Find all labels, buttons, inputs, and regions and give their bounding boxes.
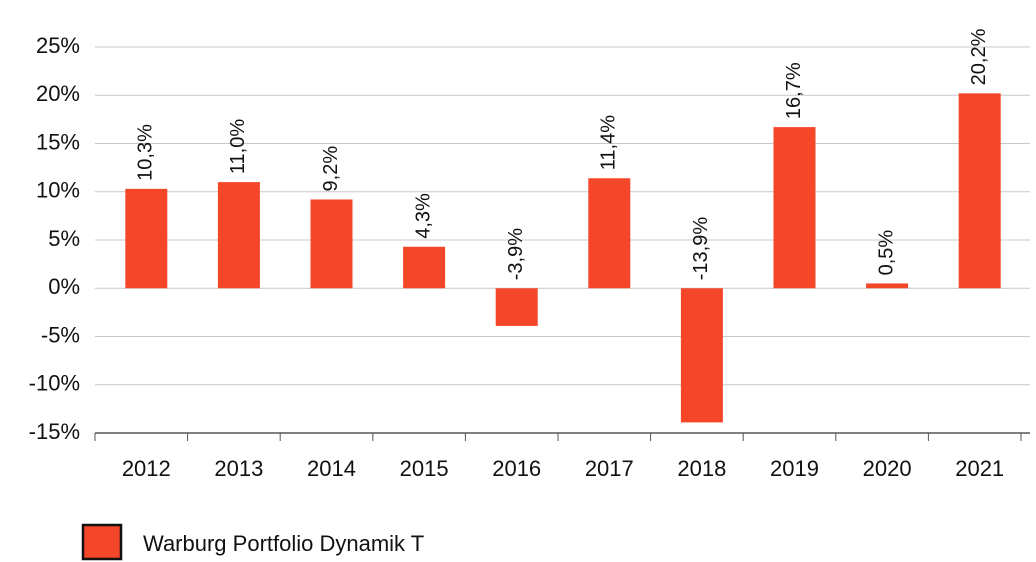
bar [773, 127, 816, 289]
data-label: 11,0% [227, 119, 249, 174]
x-tick-label: 2018 [677, 456, 726, 481]
legend-label: Warburg Portfolio Dynamik T [143, 531, 424, 556]
y-tick-label: 0% [48, 274, 80, 299]
data-label: 11,4% [598, 115, 620, 170]
data-label: 10,3% [135, 124, 157, 181]
x-tick-label: 2020 [863, 456, 912, 481]
x-tick-label: 2019 [770, 456, 819, 481]
bar [125, 188, 168, 289]
x-tick-label: 2017 [585, 456, 634, 481]
y-tick-label: 5% [48, 226, 80, 251]
bar [588, 178, 631, 289]
data-label: 16,7% [783, 62, 805, 119]
data-label: 4,3% [412, 193, 434, 239]
y-tick-label: -5% [41, 322, 80, 347]
x-tick-label: 2021 [955, 456, 1004, 481]
data-label: -13,9% [690, 217, 712, 281]
y-tick-label: 25% [36, 33, 80, 58]
bar [403, 246, 446, 289]
bar [217, 182, 260, 289]
bar [310, 199, 353, 289]
y-tick-label: -15% [29, 419, 80, 444]
x-tick-label: 2016 [492, 456, 541, 481]
data-label: -3,9% [505, 228, 527, 280]
x-tick-label: 2012 [122, 456, 171, 481]
data-label: 0,5% [875, 230, 897, 276]
bar [495, 288, 538, 326]
y-tick-label: 10% [36, 178, 80, 203]
y-tick-label: 20% [36, 81, 80, 106]
x-tick-label: 2014 [307, 456, 356, 481]
y-tick-label: 15% [36, 129, 80, 154]
x-tick-label: 2015 [400, 456, 449, 481]
bar [958, 93, 1001, 289]
data-label: 20,2% [968, 28, 990, 85]
bar [680, 288, 723, 423]
y-tick-label: -10% [29, 371, 80, 396]
data-label: 9,2% [320, 146, 342, 192]
legend-swatch [81, 523, 123, 561]
bar [866, 283, 909, 289]
x-tick-label: 2013 [214, 456, 263, 481]
